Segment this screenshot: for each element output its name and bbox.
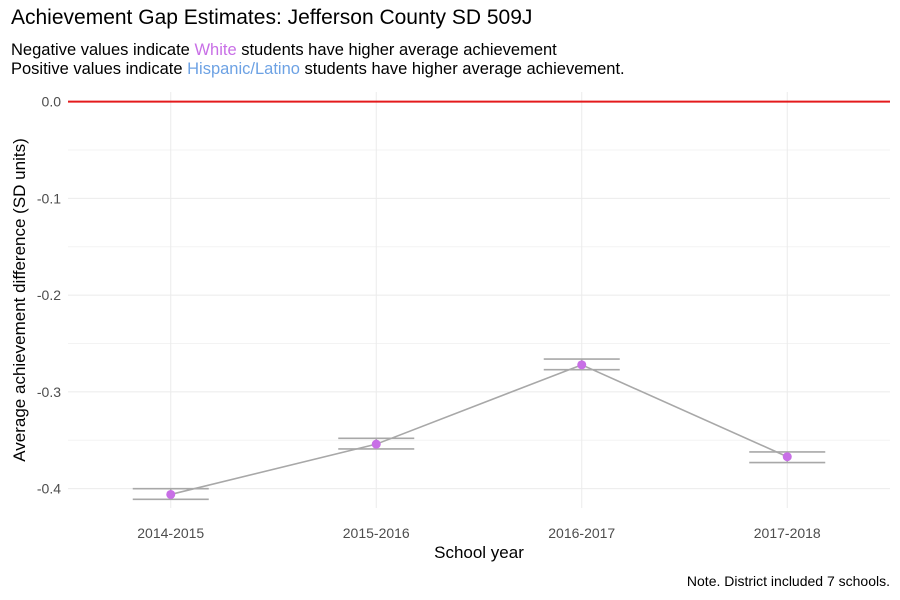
chart-subtitle-negative: Negative values indicate White students … bbox=[11, 40, 557, 60]
y-axis-label: Average achievement difference (SD units… bbox=[10, 138, 29, 462]
subtitle-negative-suffix: students have higher average achievement bbox=[236, 41, 557, 59]
series-line bbox=[170, 363, 788, 496]
x-axis-label: School year bbox=[434, 543, 524, 562]
x-tick-label: 2017-2018 bbox=[754, 525, 821, 541]
data-point bbox=[166, 489, 176, 499]
subtitle-positive-suffix: students have higher average achievement… bbox=[299, 60, 625, 78]
data-point bbox=[371, 439, 381, 449]
chart-title: Achievement Gap Estimates: Jefferson Cou… bbox=[11, 6, 533, 29]
subtitle-white-group: White bbox=[194, 41, 237, 59]
subtitle-negative-prefix: Negative values indicate bbox=[11, 41, 195, 59]
chart-subtitle-positive: Positive values indicate Hispanic/Latino… bbox=[11, 59, 625, 79]
subtitle-positive-prefix: Positive values indicate bbox=[11, 60, 188, 78]
y-tick-label: -0.3 bbox=[37, 384, 61, 400]
y-tick-label: 0.0 bbox=[42, 94, 62, 110]
x-tick-label: 2016-2017 bbox=[548, 525, 615, 541]
subtitle-hispanic-group: Hispanic/Latino bbox=[187, 60, 300, 78]
x-tick-label: 2015-2016 bbox=[343, 525, 410, 541]
data-point bbox=[782, 452, 792, 462]
chart-note: Note. District included 7 schools. bbox=[686, 573, 890, 589]
y-tick-label: -0.1 bbox=[37, 190, 61, 206]
y-tick-label: -0.4 bbox=[37, 481, 61, 497]
data-point bbox=[577, 360, 587, 370]
y-tick-label: -0.2 bbox=[37, 287, 61, 303]
x-tick-label: 2014-2015 bbox=[137, 525, 204, 541]
